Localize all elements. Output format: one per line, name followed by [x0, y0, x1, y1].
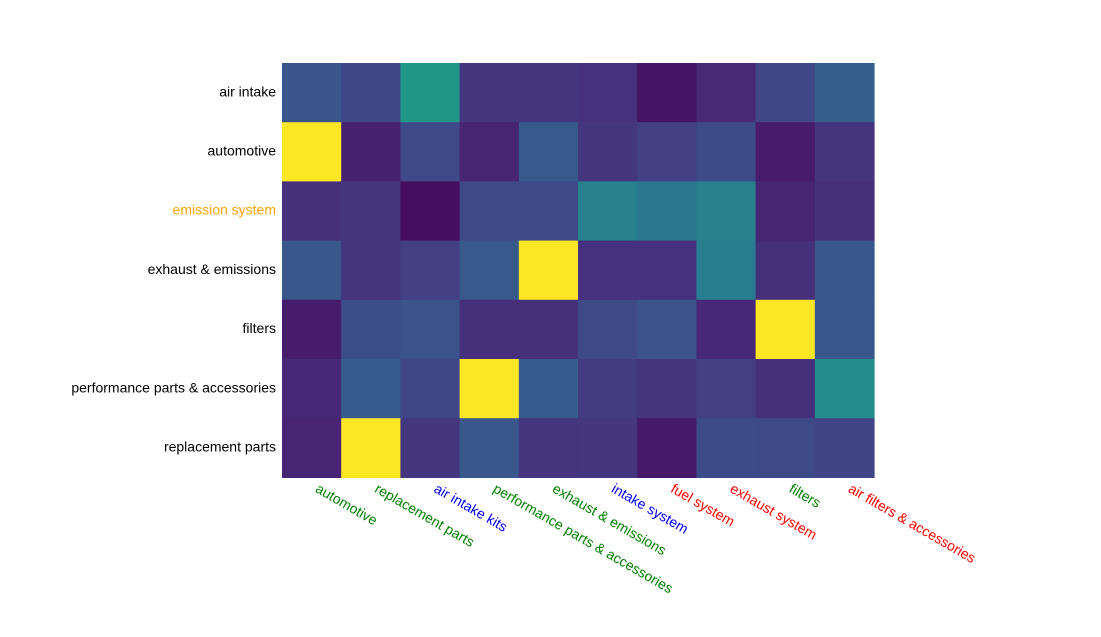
heatmap-cell — [814, 240, 875, 301]
heatmap-cell — [459, 122, 520, 182]
heatmap-cell — [459, 240, 520, 301]
heatmap-cell — [459, 63, 520, 123]
heatmap-cell — [518, 63, 579, 123]
heatmap-cell — [814, 181, 875, 242]
heatmap-cell — [459, 418, 520, 478]
y-tick-label: emission system — [173, 202, 276, 218]
heatmap-cell — [578, 418, 638, 478]
y-tick-label: performance parts & accessories — [71, 379, 276, 395]
heatmap-cell — [814, 122, 875, 182]
heatmap-cell — [282, 240, 342, 301]
y-tick-label: filters — [243, 320, 276, 336]
heatmap-cell — [696, 359, 757, 419]
heatmap-cell — [578, 181, 638, 242]
heatmap-cell — [282, 299, 342, 360]
heatmap-cell — [341, 299, 401, 360]
heatmap-cell — [282, 359, 342, 419]
heatmap-cell — [755, 418, 816, 478]
x-tick-label: automotive — [313, 480, 380, 528]
heatmap-cell — [696, 63, 757, 123]
heatmap-cell — [755, 122, 816, 182]
heatmap-cell — [755, 63, 816, 123]
heatmap-cell — [459, 181, 520, 242]
heatmap-cell — [341, 359, 401, 419]
y-axis-labels: air intake automotive emission system exhau… — [71, 83, 276, 454]
heatmap-cell — [755, 359, 816, 419]
heatmap-cell — [341, 240, 401, 301]
heatmap-cells — [282, 63, 875, 478]
heatmap-cell — [282, 181, 342, 242]
heatmap-cell — [696, 418, 757, 478]
heatmap-cell — [518, 122, 579, 182]
x-tick-label: filters — [787, 480, 824, 511]
heatmap-cell — [282, 418, 342, 478]
y-tick-label: automotive — [208, 143, 277, 159]
heatmap-cell — [696, 181, 757, 242]
heatmap-cell — [637, 299, 697, 360]
heatmap-cell — [518, 299, 579, 360]
heatmap-cell — [282, 122, 342, 182]
heatmap-cell — [814, 418, 875, 478]
heatmap-cell — [578, 240, 638, 301]
y-tick-label: replacement parts — [164, 439, 276, 455]
heatmap-cell — [637, 181, 697, 242]
heatmap-cell — [637, 122, 697, 182]
heatmap-cell — [400, 181, 461, 242]
heatmap-cell — [755, 240, 816, 301]
heatmap-cell — [814, 63, 875, 123]
heatmap-cell — [400, 418, 461, 478]
heatmap-cell — [518, 359, 579, 419]
heatmap-cell — [696, 299, 757, 360]
y-tick-label: exhaust & emissions — [148, 261, 276, 277]
heatmap-cell — [459, 359, 520, 419]
x-tick-label: replacement parts — [372, 480, 477, 550]
heatmap-cell — [696, 240, 757, 301]
heatmap-cell — [341, 418, 401, 478]
heatmap-cell — [400, 63, 461, 123]
heatmap-cell — [637, 418, 697, 478]
heatmap-cell — [814, 299, 875, 360]
heatmap-cell — [518, 418, 579, 478]
heatmap-cell — [518, 181, 579, 242]
x-tick-label: air filters & accessories — [846, 480, 979, 566]
heatmap-cell — [578, 63, 638, 123]
heatmap-cell — [400, 122, 461, 182]
heatmap-cell — [578, 122, 638, 182]
heatmap-cell — [341, 63, 401, 123]
heatmap-cell — [637, 63, 697, 123]
y-tick-label: air intake — [219, 83, 276, 99]
heatmap-cell — [696, 122, 757, 182]
heatmap-cell — [459, 299, 520, 360]
heatmap-cell — [341, 181, 401, 242]
heatmap-cell — [578, 359, 638, 419]
heatmap-cell — [400, 359, 461, 419]
heatmap-cell — [400, 240, 461, 301]
heatmap-cell — [518, 240, 579, 301]
heatmap-cell — [755, 181, 816, 242]
heatmap-cell — [578, 299, 638, 360]
heatmap-cell — [814, 359, 875, 419]
heatmap-cell — [637, 240, 697, 301]
heatmap-cell — [341, 122, 401, 182]
heatmap-cell — [637, 359, 697, 419]
heatmap-cell — [400, 299, 461, 360]
heatmap-cell — [282, 63, 342, 123]
heatmap-cell — [755, 299, 816, 360]
